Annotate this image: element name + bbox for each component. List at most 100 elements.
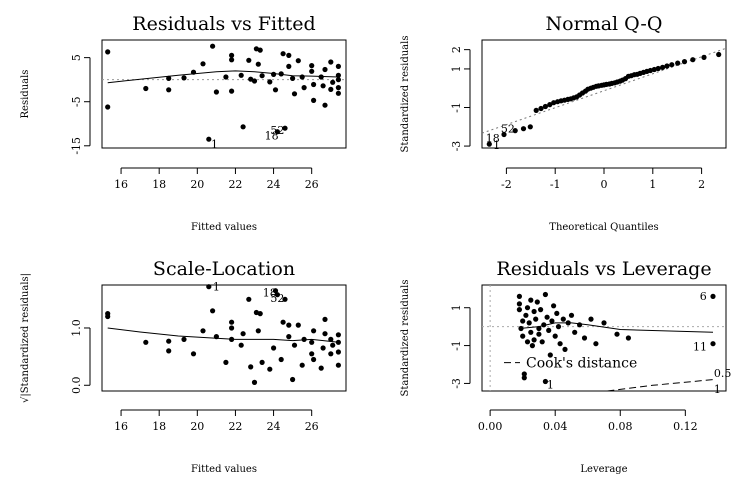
panel-3: Scale-Location 16 18 20 22 24 26 1.0 0.0 Fitted v… — [20, 258, 347, 475]
data-point — [557, 341, 563, 347]
data-point — [335, 77, 341, 83]
data-point — [274, 129, 280, 135]
data-point — [166, 348, 172, 354]
data-point — [669, 62, 675, 68]
data-point — [647, 67, 654, 74]
data-point — [538, 307, 544, 313]
data-point — [520, 333, 526, 339]
x-tick-label: -2 — [501, 178, 512, 191]
data-point — [546, 327, 552, 333]
x-tick-label: 0.04 — [543, 420, 568, 433]
y-tick-label: -1 — [450, 340, 463, 351]
data-point — [690, 57, 696, 63]
data-point — [286, 322, 292, 328]
data-point — [551, 100, 557, 106]
data-point — [280, 51, 286, 57]
data-point — [518, 325, 524, 332]
data-point — [229, 319, 235, 325]
cooks-distance-contour — [607, 379, 714, 392]
data-point — [544, 314, 550, 320]
y-tick-label: -3 — [450, 378, 463, 389]
data-point — [520, 126, 527, 132]
data-point — [526, 320, 532, 326]
data-point — [181, 75, 187, 81]
data-point — [512, 128, 518, 134]
data-point — [549, 318, 555, 324]
data-point — [286, 63, 292, 69]
y-tick-label: -1 — [450, 102, 463, 113]
x-tick-label: 18 — [152, 178, 166, 191]
data-point — [238, 72, 244, 78]
data-point — [501, 131, 507, 138]
data-points — [516, 291, 716, 385]
data-point — [542, 291, 549, 298]
y-axis: 2 1 -1 -3 — [450, 46, 471, 151]
x-tick-label: 20 — [190, 420, 204, 433]
data-point — [577, 322, 583, 328]
data-point — [274, 292, 280, 298]
y-tick-label: -15 — [70, 137, 83, 155]
data-point — [520, 318, 526, 324]
data-point — [664, 63, 670, 69]
data-point — [240, 124, 246, 130]
data-point — [701, 54, 707, 61]
data-point — [311, 97, 317, 103]
data-point — [552, 333, 558, 339]
x-tick-label: 0 — [601, 178, 608, 191]
x-tick-label: 16 — [114, 420, 128, 433]
x-axis: -2 -1 0 1 2 — [501, 167, 705, 191]
data-point — [531, 308, 537, 315]
data-point — [301, 85, 307, 91]
data-point — [143, 85, 149, 92]
data-point — [554, 310, 560, 316]
data-point — [213, 89, 219, 95]
data-point — [555, 324, 562, 330]
x-tick-label: 26 — [305, 178, 319, 191]
panel-title: Scale-Location — [153, 258, 295, 280]
data-point — [286, 334, 292, 340]
plot-box — [101, 284, 347, 392]
y-tick-label: 1 — [450, 304, 463, 311]
data-point — [536, 331, 542, 337]
data-point — [560, 316, 566, 322]
x-axis-label: Leverage — [580, 464, 627, 475]
data-point — [278, 71, 284, 77]
point-label: 6 — [700, 290, 707, 303]
legend: Cook's distance — [504, 356, 637, 372]
data-point — [524, 339, 531, 345]
data-point — [210, 308, 216, 314]
data-point — [248, 364, 254, 370]
point-label: 52 — [270, 124, 284, 137]
data-point — [278, 356, 284, 363]
data-point — [309, 351, 315, 357]
contour-label: 1 — [714, 383, 721, 396]
data-point — [257, 311, 263, 317]
data-point — [311, 356, 317, 363]
data-point — [210, 43, 216, 49]
data-point — [259, 73, 265, 79]
data-point — [272, 288, 279, 294]
y-axis-label: √|Standardized residuals| — [20, 273, 31, 403]
data-point — [166, 338, 172, 344]
data-point — [271, 71, 277, 77]
data-point — [299, 74, 305, 80]
data-point — [282, 125, 288, 131]
y-tick-label: 5 — [70, 54, 83, 61]
data-point — [229, 88, 235, 94]
data-point — [521, 375, 527, 381]
data-point — [330, 342, 336, 348]
data-point — [318, 365, 324, 371]
point-label: 18 — [486, 132, 500, 145]
data-point — [547, 352, 553, 358]
data-point — [551, 303, 557, 309]
data-point — [105, 104, 111, 110]
data-point — [190, 69, 197, 75]
data-point — [213, 334, 219, 340]
x-tick-label: 18 — [152, 420, 166, 433]
point-label: 18 — [265, 130, 279, 143]
data-point — [528, 329, 534, 335]
x-tick-label: 0.00 — [478, 420, 503, 433]
data-point — [322, 316, 328, 322]
y-tick-label: 1 — [450, 65, 463, 72]
